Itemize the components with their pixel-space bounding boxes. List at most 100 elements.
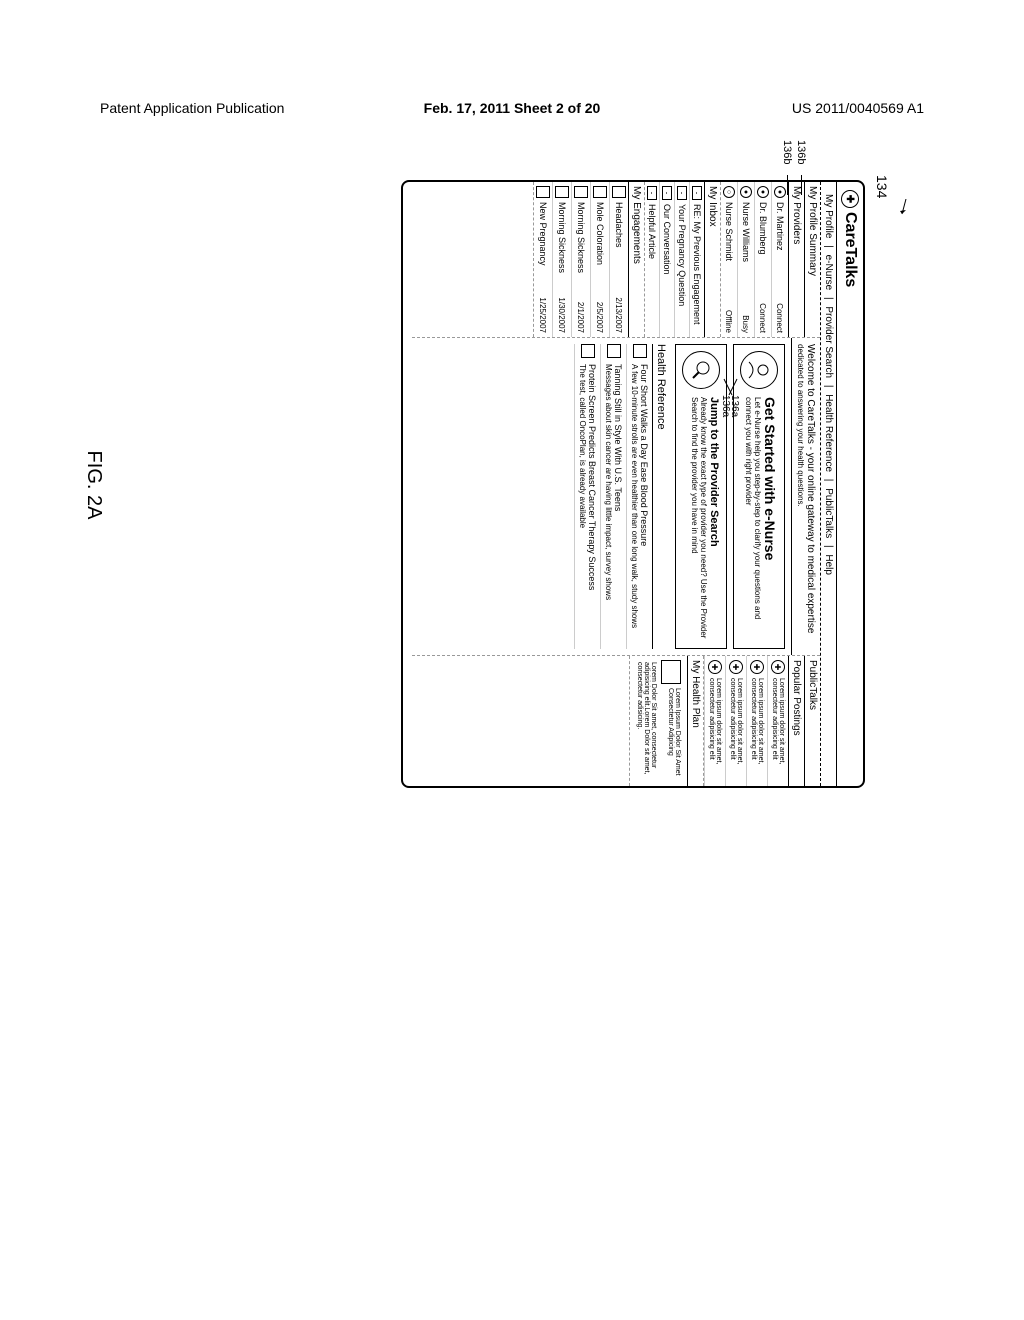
provider-status: Offline: [725, 310, 734, 333]
posting-item[interactable]: ✚ Lorem ipsum dolor sit amet, consectetu…: [725, 656, 746, 786]
provider-status-icon: ●: [740, 186, 752, 198]
inbox-row[interactable]: RE: My Previous Engagement: [689, 182, 704, 337]
nav-help[interactable]: Help: [823, 554, 834, 575]
figure-label: FIG. 2A: [82, 451, 105, 520]
news-subtitle: A few 10-minute strolls are even healthi…: [630, 364, 639, 628]
document-icon: [555, 186, 569, 198]
health-reference-section: Health Reference Four Short Walks a Day …: [574, 344, 669, 649]
envelope-icon: [662, 186, 672, 200]
provider-status[interactable]: Connect: [759, 303, 768, 333]
engagement-date: 1/25/2007: [539, 297, 548, 333]
engagement-row[interactable]: Morning Sickness 2/1/2007: [571, 182, 590, 337]
posting-item[interactable]: ✚ Lorem ipsum dolor sit amet, consectetu…: [746, 656, 767, 786]
provider-row[interactable]: ○ Nurse Schmidt Offline: [721, 182, 737, 337]
plus-icon: ✚: [708, 660, 722, 674]
center-column: Welcome to CareTalks - your online gatew…: [412, 338, 820, 656]
news-item[interactable]: Protein Screen Predicts Breast Cancer Th…: [574, 344, 600, 649]
provider-status-icon: ●: [774, 186, 786, 198]
provider-name: Nurse Schmidt: [724, 202, 734, 261]
engagement-row[interactable]: Mole Coloration 2/5/2007: [590, 182, 609, 337]
news-title: Tanning Still in Style With U.S. Teens: [613, 364, 623, 600]
nav-publictalks[interactable]: PublicTalks: [823, 488, 834, 538]
provider-row[interactable]: ● Nurse Williams Busy: [737, 182, 754, 337]
nav-provider-search[interactable]: Provider Search: [823, 306, 834, 378]
popular-postings-header: Popular Postings: [788, 656, 804, 786]
provider-status-icon: ●: [757, 186, 769, 198]
welcome-title: Welcome to CareTalks - your online gatew…: [805, 344, 816, 649]
feature-provider-desc: Already know the exact type of provider …: [690, 397, 708, 642]
document-icon: [536, 186, 550, 198]
page-header-right: US 2011/0040569 A1: [792, 100, 924, 116]
provider-row[interactable]: ● Dr. Martinez Connect: [771, 182, 788, 337]
annotation-134: 134: [874, 175, 890, 198]
enurse-icon: [740, 351, 778, 389]
annotation-136b-1: 136b: [795, 140, 807, 164]
envelope-icon: [677, 186, 687, 200]
engagement-row[interactable]: New Pregnancy 1/25/2007: [534, 182, 552, 337]
health-plan-item[interactable]: Lorem Ipsum Dolor Sit Amet Consectetur A…: [659, 660, 683, 782]
engagement-subject: Morning Sickness: [557, 202, 567, 273]
news-icon: [607, 344, 621, 358]
provider-status[interactable]: Connect: [776, 303, 785, 333]
engagement-subject: Mole Coloration: [595, 202, 605, 265]
inbox-row[interactable]: Helpful Article: [645, 182, 659, 337]
inbox-subject: Helpful Article: [647, 204, 657, 259]
envelope-icon: [692, 186, 702, 200]
my-providers-header: My Providers: [788, 182, 804, 337]
inbox-subject: RE: My Previous Engagement: [692, 204, 702, 325]
search-icon: [682, 351, 720, 389]
news-icon: [581, 344, 595, 358]
provider-name: Dr. Martinez: [775, 202, 785, 251]
envelope-icon: [647, 186, 657, 200]
posting-text: Lorem ipsum dolor sit amet, consectetur …: [708, 678, 722, 782]
document-icon: [593, 186, 607, 198]
news-item[interactable]: Tanning Still in Style With U.S. Teens M…: [600, 344, 626, 649]
inbox-row[interactable]: Your Pregnancy Question: [674, 182, 689, 337]
page-header-left: Patent Application Publication: [100, 100, 284, 116]
app-window: ✚ CareTalks My Profile | e-Nurse | Provi…: [401, 180, 865, 788]
provider-status-icon: ○: [723, 186, 735, 198]
publictalks-header: PublicTalks: [804, 656, 820, 786]
plan-text-2: Lorem Dolor Sit amet, consectetur adipis…: [634, 660, 659, 782]
nav-bar: My Profile | e-Nurse | Provider Search |…: [820, 182, 836, 786]
feature-provider-search[interactable]: Jump to the Provider Search Already know…: [675, 344, 727, 649]
nav-my-profile[interactable]: My Profile: [823, 194, 834, 238]
feature-enurse[interactable]: Get Started with e-Nurse Let e-Nurse hel…: [733, 344, 785, 649]
news-title: Protein Screen Predicts Breast Cancer Th…: [587, 364, 597, 590]
inbox-row[interactable]: Our Conversation: [659, 182, 674, 337]
news-item[interactable]: Four Short Walks a Day Ease Blood Pressu…: [626, 344, 652, 649]
document-icon: [574, 186, 588, 198]
my-inbox-header: My Inbox: [704, 182, 720, 337]
app-title: CareTalks: [841, 212, 859, 287]
provider-row[interactable]: ● Dr. Blumberg Connect: [754, 182, 771, 337]
health-reference-header: Health Reference: [652, 344, 669, 649]
nav-enurse[interactable]: e-Nurse: [823, 255, 834, 291]
plus-icon: ✚: [771, 660, 785, 674]
plus-icon: ✚: [750, 660, 764, 674]
welcome-subtitle: dedicated to answering your health quest…: [796, 344, 805, 649]
provider-name: Dr. Blumberg: [758, 202, 768, 255]
posting-text: Lorem ipsum dolor sit amet, consectetur …: [750, 678, 764, 782]
feature-provider-title: Jump to the Provider Search: [708, 397, 720, 642]
engagement-row[interactable]: Headaches 2/13/2007: [609, 182, 628, 337]
profile-summary-header: My Profile Summary: [804, 182, 820, 337]
posting-item[interactable]: ✚ Lorem ipsum dolor sit amet, consectetu…: [704, 656, 725, 786]
inbox-subject: Your Pregnancy Question: [677, 204, 687, 306]
document-icon: [612, 186, 626, 198]
provider-status: Busy: [742, 315, 751, 333]
right-column: PublicTalks Popular Postings ✚ Lorem ips…: [412, 656, 820, 786]
engagement-date: 2/5/2007: [596, 302, 605, 333]
app-header: ✚ CareTalks: [836, 182, 863, 786]
news-subtitle: Messages about skin cancer are having li…: [604, 364, 613, 600]
engagement-date: 1/30/2007: [558, 297, 567, 333]
my-engagements-header: My Engagements: [628, 182, 644, 337]
engagement-date: 2/13/2007: [615, 297, 624, 333]
annotation-136a-2: 136a: [729, 395, 740, 417]
calendar-icon: [661, 660, 681, 684]
feature-enurse-desc: Let e-Nurse help you step-by-step to cla…: [744, 397, 762, 642]
feature-enurse-title: Get Started with e-Nurse: [762, 397, 778, 642]
welcome-box: Welcome to CareTalks - your online gatew…: [791, 338, 820, 655]
nav-health-reference[interactable]: Health Reference: [823, 394, 834, 472]
engagement-row[interactable]: Morning Sickness 1/30/2007: [552, 182, 571, 337]
posting-item[interactable]: ✚ Lorem ipsum dolor sit amet, consectetu…: [767, 656, 788, 786]
